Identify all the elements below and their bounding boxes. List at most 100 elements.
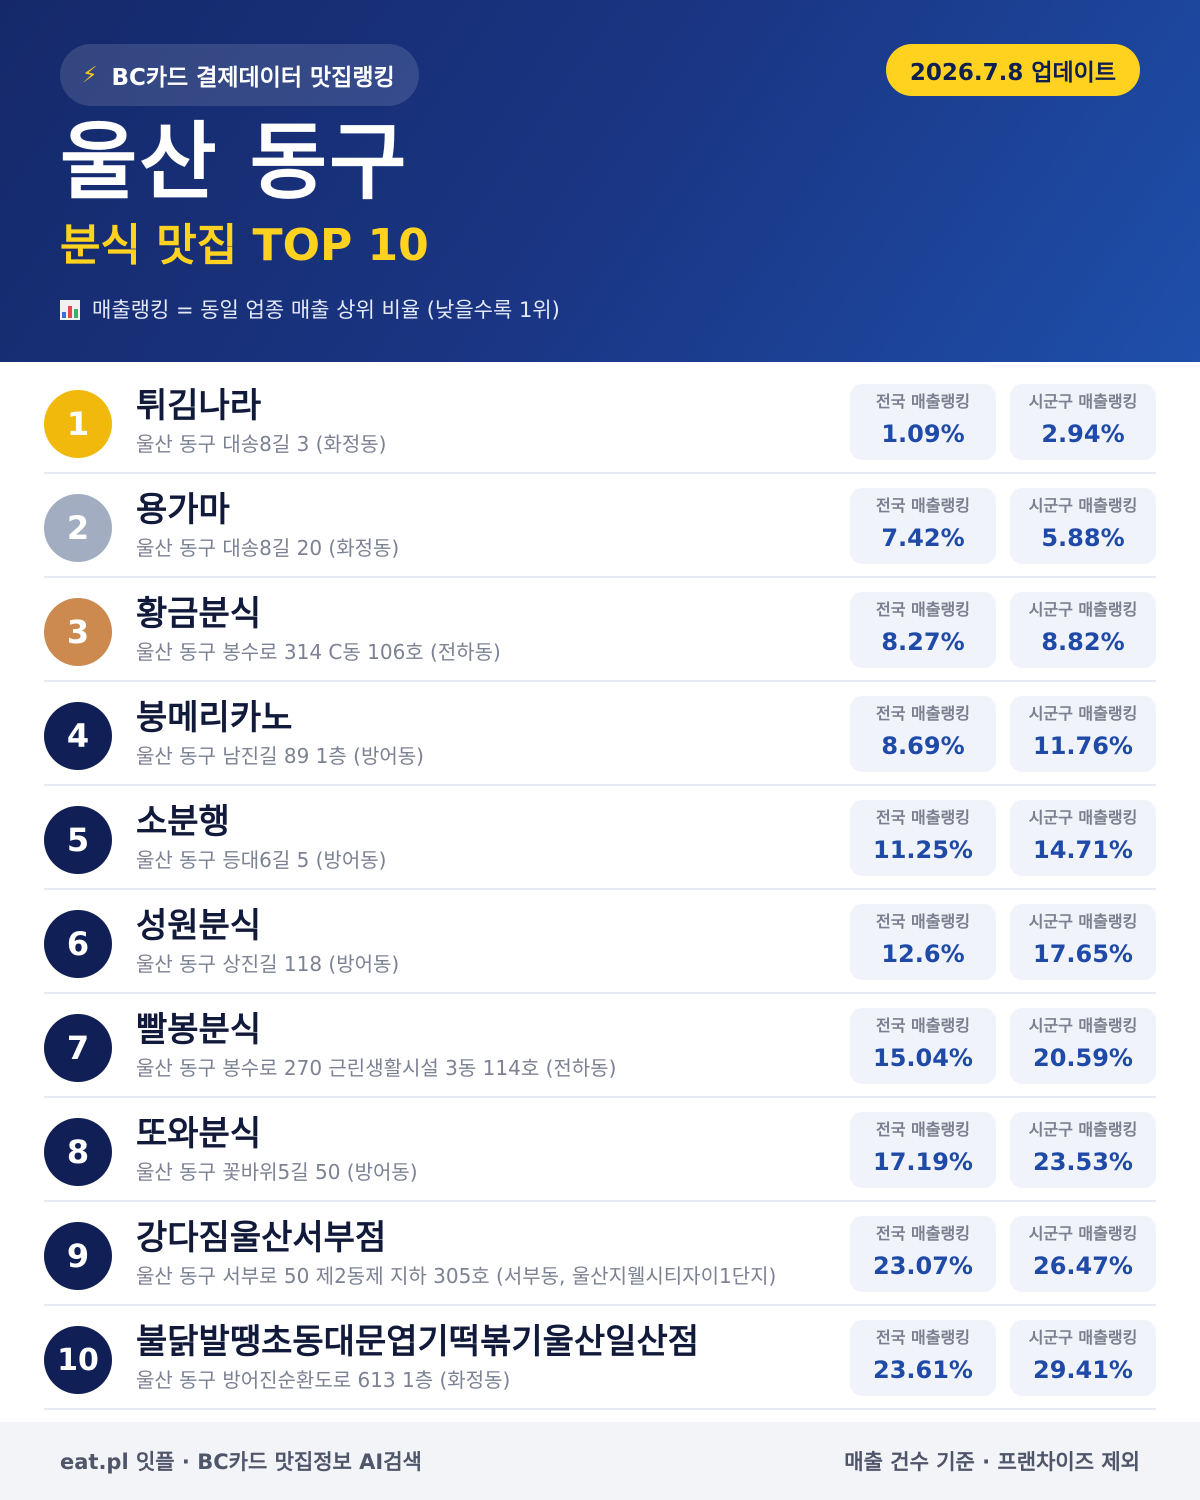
rank-badge: 1 — [44, 390, 112, 458]
national-ranking-label: 전국 매출랭킹 — [876, 704, 970, 723]
local-ranking-label: 시군구 매출랭킹 — [1028, 704, 1138, 723]
bar-chart-icon — [60, 300, 80, 320]
national-ranking-label: 전국 매출랭킹 — [876, 1016, 970, 1035]
restaurant-name: 강다짐울산서부점 — [136, 1218, 387, 1258]
brand-label: BC카드 결제데이터 맛집랭킹 — [111, 65, 395, 91]
local-ranking-value: 11.76% — [1033, 732, 1133, 760]
ranking-note-text: 매출랭킹 = 동일 업종 매출 상위 비율 (낮을수록 1위) — [92, 298, 560, 322]
national-ranking-value: 23.07% — [873, 1252, 973, 1280]
national-ranking-box: 전국 매출랭킹 23.61% — [850, 1320, 996, 1396]
ranking-note: 매출랭킹 = 동일 업종 매출 상위 비율 (낮을수록 1위) — [60, 294, 560, 326]
national-ranking-label: 전국 매출랭킹 — [876, 392, 970, 411]
local-ranking-label: 시군구 매출랭킹 — [1028, 1016, 1138, 1035]
restaurant-list: 1 튀김나라 울산 동구 대송8길 3 (화정동) 전국 매출랭킹 1.09% 시군구 매… — [44, 370, 1156, 1410]
rank-badge: 6 — [44, 910, 112, 978]
local-ranking-box: 시군구 매출랭킹 5.88% — [1010, 488, 1156, 564]
national-ranking-label: 전국 매출랭킹 — [876, 496, 970, 515]
local-ranking-box: 시군구 매출랭킹 29.41% — [1010, 1320, 1156, 1396]
local-ranking-value: 20.59% — [1033, 1044, 1133, 1072]
restaurant-address: 울산 동구 서부로 50 제2동제 지하 305호 (서부동, 울산지웰시티자이… — [136, 1264, 777, 1288]
restaurant-name: 성원분식 — [136, 906, 262, 946]
rank-badge: 8 — [44, 1118, 112, 1186]
national-ranking-label: 전국 매출랭킹 — [876, 1224, 970, 1243]
rank-badge: 4 — [44, 702, 112, 770]
national-ranking-box: 전국 매출랭킹 17.19% — [850, 1112, 996, 1188]
national-ranking-box: 전국 매출랭킹 8.27% — [850, 592, 996, 668]
lightning-bolt-icon: ⚡ — [82, 62, 98, 88]
national-ranking-box: 전국 매출랭킹 12.6% — [850, 904, 996, 980]
restaurant-name: 또와분식 — [136, 1114, 262, 1154]
local-ranking-box: 시군구 매출랭킹 26.47% — [1010, 1216, 1156, 1292]
restaurant-address: 울산 동구 대송8길 3 (화정동) — [136, 432, 387, 456]
update-badge: 2026.7.8 업데이트 — [885, 44, 1140, 96]
restaurant-address: 울산 동구 상진길 118 (방어동) — [136, 952, 400, 976]
rank-badge: 3 — [44, 598, 112, 666]
restaurant-address: 울산 동구 봉수로 314 C동 106호 (전하동) — [136, 640, 501, 664]
restaurant-address: 울산 동구 남진길 89 1층 (방어동) — [136, 744, 424, 768]
national-ranking-value: 11.25% — [873, 836, 973, 864]
local-ranking-box: 시군구 매출랭킹 14.71% — [1010, 800, 1156, 876]
restaurant-address: 울산 동구 봉수로 270 근린생활시설 3동 114호 (전하동) — [136, 1056, 617, 1080]
national-ranking-value: 17.19% — [873, 1148, 973, 1176]
national-ranking-label: 전국 매출랭킹 — [876, 1328, 970, 1347]
local-ranking-box: 시군구 매출랭킹 2.94% — [1010, 384, 1156, 460]
restaurant-name: 황금분식 — [136, 594, 262, 634]
restaurant-name: 빨봉분식 — [136, 1010, 262, 1050]
national-ranking-value: 15.04% — [873, 1044, 973, 1072]
local-ranking-value: 8.82% — [1041, 628, 1125, 656]
restaurant-name: 붕메리카노 — [136, 698, 293, 738]
restaurant-row: 5 소분행 울산 동구 등대6길 5 (방어동) 전국 매출랭킹 11.25% 시군구 매… — [44, 786, 1156, 890]
restaurant-row: 1 튀김나라 울산 동구 대송8길 3 (화정동) 전국 매출랭킹 1.09% 시군구 매… — [44, 370, 1156, 474]
restaurant-row: 3 황금분식 울산 동구 봉수로 314 C동 106호 (전하동) 전국 매출랭킹 8… — [44, 578, 1156, 682]
local-ranking-label: 시군구 매출랭킹 — [1028, 808, 1138, 827]
local-ranking-value: 29.41% — [1033, 1356, 1133, 1384]
local-ranking-label: 시군구 매출랭킹 — [1028, 1224, 1138, 1243]
local-ranking-label: 시군구 매출랭킹 — [1028, 1120, 1138, 1139]
national-ranking-value: 12.6% — [881, 940, 965, 968]
national-ranking-box: 전국 매출랭킹 23.07% — [850, 1216, 996, 1292]
local-ranking-label: 시군구 매출랭킹 — [1028, 392, 1138, 411]
national-ranking-box: 전국 매출랭킹 8.69% — [850, 696, 996, 772]
restaurant-address: 울산 동구 방어진순환도로 613 1층 (화정동) — [136, 1368, 511, 1392]
local-ranking-label: 시군구 매출랭킹 — [1028, 912, 1138, 931]
restaurant-address: 울산 동구 꽃바위5길 50 (방어동) — [136, 1160, 418, 1184]
restaurant-row: 2 용가마 울산 동구 대송8길 20 (화정동) 전국 매출랭킹 7.42% 시군구 매… — [44, 474, 1156, 578]
local-ranking-box: 시군구 매출랭킹 11.76% — [1010, 696, 1156, 772]
local-ranking-value: 5.88% — [1041, 524, 1125, 552]
national-ranking-box: 전국 매출랭킹 7.42% — [850, 488, 996, 564]
restaurant-address: 울산 동구 등대6길 5 (방어동) — [136, 848, 387, 872]
national-ranking-label: 전국 매출랭킹 — [876, 912, 970, 931]
restaurant-name: 소분행 — [136, 802, 230, 842]
rank-badge: 2 — [44, 494, 112, 562]
rank-badge: 7 — [44, 1014, 112, 1082]
national-ranking-label: 전국 매출랭킹 — [876, 600, 970, 619]
rank-badge: 9 — [44, 1222, 112, 1290]
rank-badge: 10 — [44, 1326, 112, 1394]
local-ranking-label: 시군구 매출랭킹 — [1028, 600, 1138, 619]
restaurant-name: 튀김나라 — [136, 386, 262, 426]
restaurant-name: 불닭발땡초동대문엽기떡볶기울산일산점 — [136, 1322, 700, 1362]
local-ranking-value: 23.53% — [1033, 1148, 1133, 1176]
national-ranking-label: 전국 매출랭킹 — [876, 808, 970, 827]
footer-source: eat.pl 잇플 · BC카드 맛집정보 AI검색 — [60, 1450, 422, 1474]
footer: eat.pl 잇플 · BC카드 맛집정보 AI검색 매출 건수 기준 · 프랜… — [0, 1422, 1200, 1500]
local-ranking-value: 2.94% — [1041, 420, 1125, 448]
local-ranking-value: 17.65% — [1033, 940, 1133, 968]
local-ranking-box: 시군구 매출랭킹 23.53% — [1010, 1112, 1156, 1188]
local-ranking-label: 시군구 매출랭킹 — [1028, 1328, 1138, 1347]
restaurant-name: 용가마 — [136, 490, 230, 530]
restaurant-row: 8 또와분식 울산 동구 꽃바위5길 50 (방어동) 전국 매출랭킹 17.19% 시군… — [44, 1098, 1156, 1202]
footer-criteria: 매출 건수 기준 · 프랜차이즈 제외 — [844, 1450, 1140, 1474]
national-ranking-box: 전국 매출랭킹 15.04% — [850, 1008, 996, 1084]
restaurant-address: 울산 동구 대송8길 20 (화정동) — [136, 536, 400, 560]
local-ranking-box: 시군구 매출랭킹 17.65% — [1010, 904, 1156, 980]
national-ranking-box: 전국 매출랭킹 1.09% — [850, 384, 996, 460]
local-ranking-label: 시군구 매출랭킹 — [1028, 496, 1138, 515]
header-banner: ⚡ BC카드 결제데이터 맛집랭킹 2026.7.8 업데이트 울산 동구 분식… — [0, 0, 1200, 362]
national-ranking-value: 8.69% — [881, 732, 965, 760]
